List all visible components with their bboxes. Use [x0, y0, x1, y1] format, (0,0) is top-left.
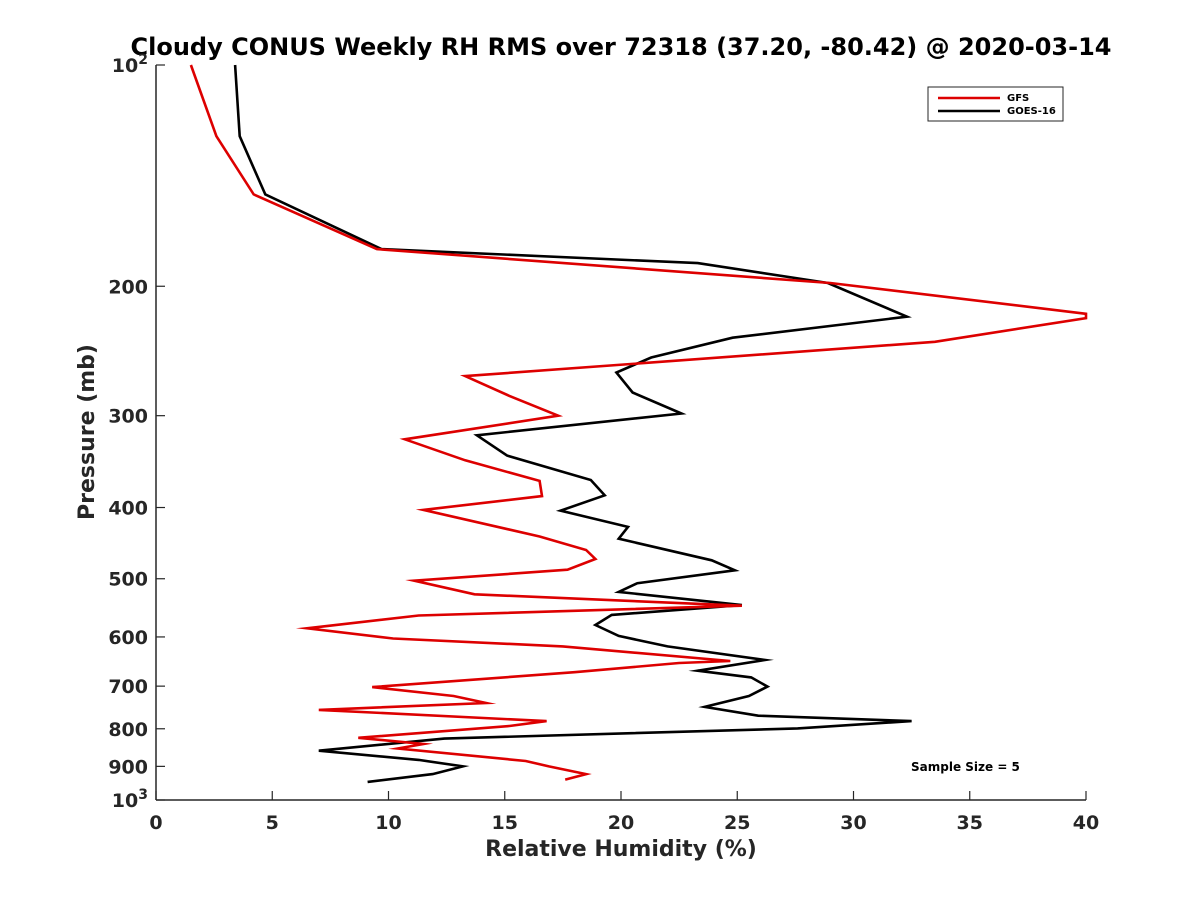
legend-label-goes16: GOES-16 [1007, 106, 1056, 117]
x-tick-label: 15 [492, 812, 518, 834]
y-axis-label: Pressure (mb) [75, 344, 100, 520]
y-tick-label: 103 [112, 787, 148, 812]
x-tick-label: 20 [608, 812, 634, 834]
y-tick-label: 500 [108, 569, 148, 591]
x-tick-label: 5 [266, 812, 279, 834]
x-tick-labels: 0 5 10 15 20 25 30 35 40 [149, 812, 1099, 834]
sample-size-annotation: Sample Size = 5 [911, 760, 1020, 774]
legend: GFS GOES-16 [927, 86, 1064, 122]
series-layer [189, 64, 1088, 784]
series-line-gfs [189, 64, 1088, 781]
y-tick-label: 200 [108, 276, 148, 298]
axis-ticks [155, 64, 1087, 801]
y-tick-label: 700 [108, 676, 148, 698]
y-tick-label: 102 [112, 52, 148, 77]
y-tick-label: 800 [108, 719, 148, 741]
x-tick-label: 35 [957, 812, 983, 834]
x-tick-label: 10 [375, 812, 401, 834]
x-tick-label: 0 [149, 812, 162, 834]
legend-label-gfs: GFS [1007, 93, 1029, 104]
chart-title: Cloudy CONUS Weekly RH RMS over 72318 (3… [131, 33, 1112, 61]
y-tick-label: 300 [108, 406, 148, 428]
x-axis-label: Relative Humidity (%) [485, 837, 757, 862]
legend-box [927, 86, 1064, 122]
y-tick-label: 900 [108, 756, 148, 778]
y-tick-labels: 102 200 300 400 500 600 700 800 900 103 [108, 52, 148, 812]
x-tick-label: 25 [724, 812, 750, 834]
y-tick-label: 400 [108, 498, 148, 520]
series-line-goes16 [233, 64, 912, 784]
x-tick-label: 30 [840, 812, 866, 834]
x-tick-label: 40 [1073, 812, 1099, 834]
y-tick-label: 600 [108, 627, 148, 649]
